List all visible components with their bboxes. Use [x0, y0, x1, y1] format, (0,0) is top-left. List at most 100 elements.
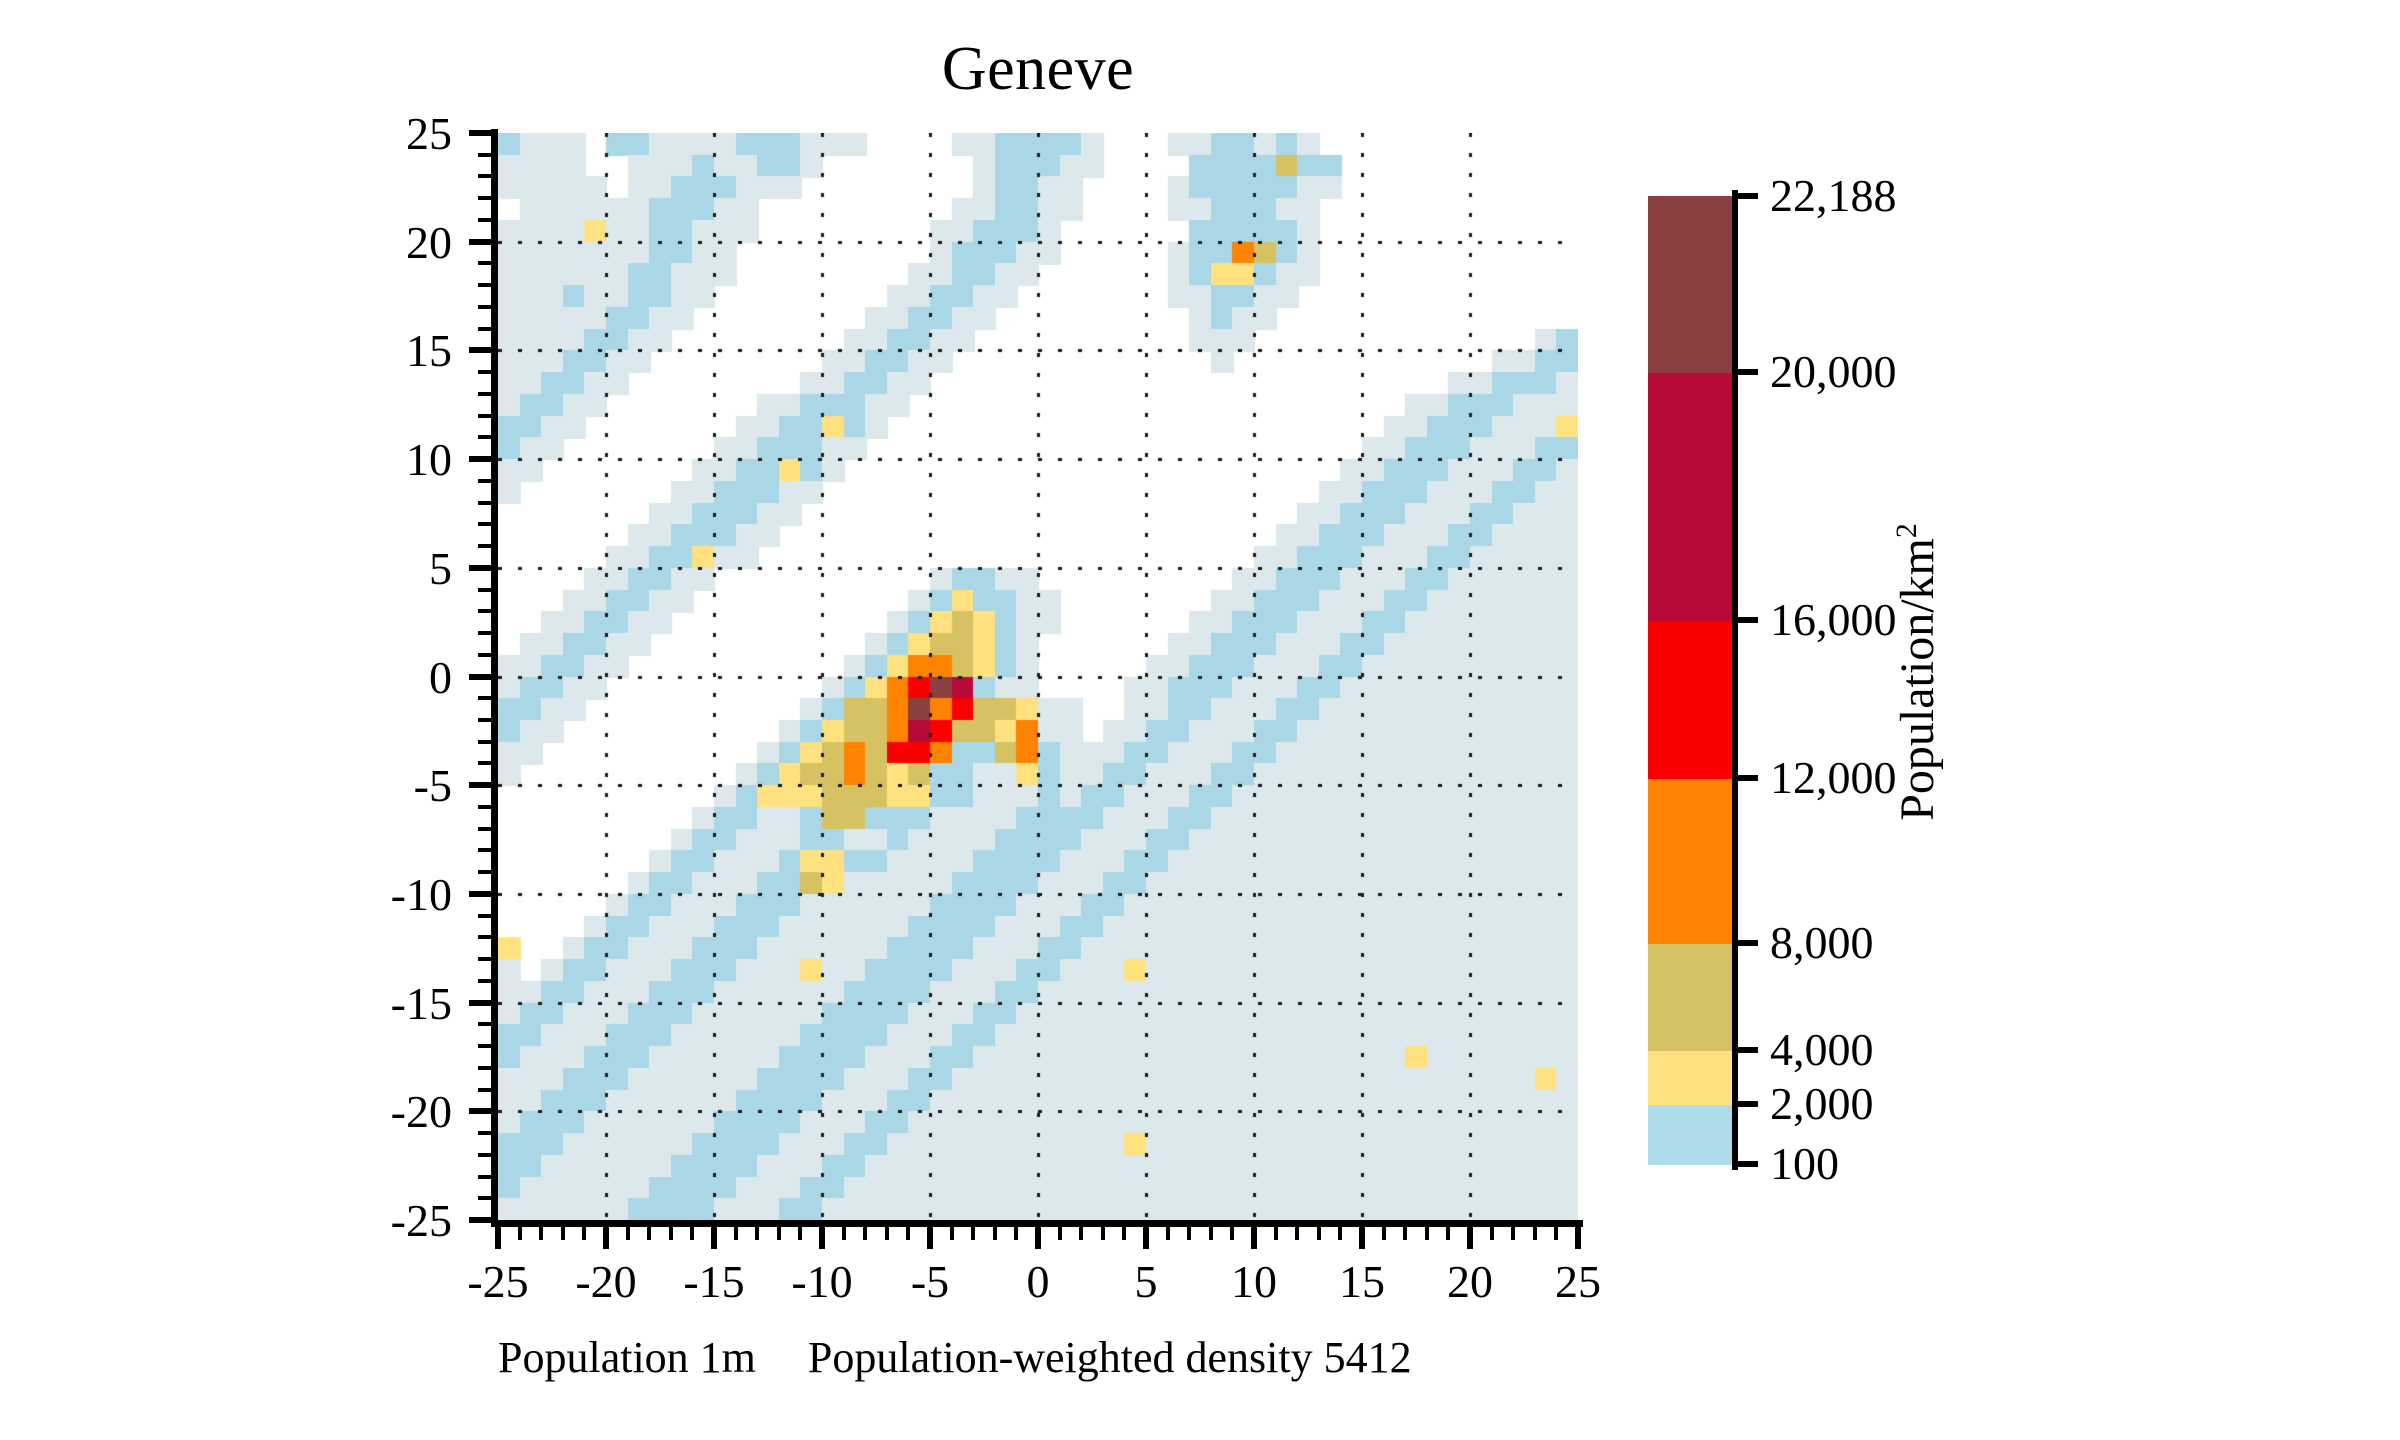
x-tick-minor	[884, 1227, 889, 1240]
colorbar-tick-label: 100	[1770, 1138, 1839, 1189]
colorbar-title: Population/km2	[1890, 523, 1945, 821]
y-tick-minor	[478, 413, 491, 418]
x-tick-minor	[1230, 1227, 1235, 1240]
x-tick-minor	[1079, 1227, 1084, 1240]
y-tick-minor	[478, 326, 491, 331]
y-tick-minor	[478, 652, 491, 657]
x-tick-minor	[582, 1227, 587, 1240]
y-tick-label: 0	[429, 651, 452, 703]
x-tick-label: 10	[1231, 1256, 1277, 1307]
y-tick-minor	[478, 804, 491, 809]
x-tick-minor	[1273, 1227, 1278, 1240]
y-tick-minor	[478, 913, 491, 918]
x-tick-minor	[690, 1227, 695, 1240]
colorbar-tick	[1732, 1046, 1758, 1053]
y-tick-minor	[478, 1196, 491, 1201]
y-tick-minor	[478, 217, 491, 222]
x-tick-minor	[1057, 1227, 1062, 1240]
x-tick-minor	[863, 1227, 868, 1240]
x-tick-minor	[1381, 1227, 1386, 1240]
x-tick-minor	[539, 1227, 544, 1240]
y-tick-minor	[478, 1022, 491, 1027]
colorbar-title-text: Population/km	[1891, 538, 1944, 821]
y-tick-minor	[478, 609, 491, 614]
x-tick-label: -15	[683, 1256, 745, 1307]
y-tick-major	[469, 130, 491, 136]
x-axis-spine	[491, 1220, 1583, 1227]
x-tick-label: 15	[1339, 1256, 1385, 1307]
y-tick-major	[469, 564, 491, 571]
colorbar-band	[1648, 1049, 1732, 1105]
y-tick-label: 20	[406, 216, 452, 268]
x-tick-major	[711, 1227, 717, 1249]
y-tick-minor	[478, 152, 491, 157]
y-tick-label: 5	[429, 542, 452, 594]
colorbar-tick-label: 16,000	[1770, 593, 1897, 645]
x-tick-minor	[971, 1227, 976, 1240]
y-tick-label: -10	[390, 868, 452, 920]
x-tick-minor	[1295, 1227, 1300, 1240]
y-tick-minor	[478, 587, 491, 592]
y-tick-minor	[478, 696, 491, 701]
x-tick-label: -25	[467, 1256, 529, 1307]
colorbar-band	[1648, 619, 1732, 779]
footer-caption: Population 1m Population-weighted density…	[498, 1332, 1578, 1383]
y-tick-minor	[478, 1044, 491, 1049]
x-tick-major	[927, 1227, 933, 1249]
x-tick-label: 25	[1555, 1256, 1601, 1307]
y-tick-minor	[478, 631, 491, 636]
x-tick-minor	[625, 1227, 630, 1240]
x-tick-minor	[841, 1227, 846, 1240]
x-tick-minor	[1532, 1227, 1537, 1240]
y-tick-minor	[478, 848, 491, 853]
x-tick-minor	[1338, 1227, 1343, 1240]
colorbar-tick-label: 22,188	[1770, 170, 1897, 221]
colorbar: 22,188 20,000 16,000 12,000 8,000 4,000 2,000 1…	[1648, 173, 1897, 1187]
colorbar-title-exponent: 2	[1890, 523, 1923, 539]
y-tick-minor	[478, 717, 491, 722]
y-tick-minor	[478, 826, 491, 831]
x-tick-major	[1251, 1227, 1257, 1249]
y-tick-minor	[478, 261, 491, 266]
colorbar-tick	[1732, 1161, 1758, 1167]
x-tick-minor	[647, 1227, 652, 1240]
footer-population: Population 1m	[498, 1333, 756, 1382]
colorbar-tick-label: 20,000	[1770, 346, 1897, 398]
y-tick-major	[469, 347, 491, 354]
y-tick-label: -5	[413, 760, 452, 812]
y-axis-spine	[491, 129, 498, 1224]
y-tick-minor	[478, 739, 491, 744]
y-tick-minor	[478, 304, 491, 309]
x-tick-label: 20	[1447, 1256, 1493, 1307]
y-tick-minor	[478, 870, 491, 875]
x-tick-minor	[1316, 1227, 1321, 1240]
y-tick-minor	[478, 478, 491, 483]
colorbar-tick-label: 12,000	[1770, 751, 1897, 803]
y-tick-minor	[478, 1174, 491, 1179]
y-tick-minor	[478, 1131, 491, 1136]
colorbar-tick	[1732, 369, 1758, 376]
y-tick-minor	[478, 1087, 491, 1092]
chart-title: Geneve	[941, 35, 1135, 103]
footer-density: Population-weighted density 5412	[807, 1333, 1412, 1382]
x-tick-minor	[1489, 1227, 1494, 1240]
x-tick-minor	[668, 1227, 673, 1240]
x-tick-label: 0	[1026, 1256, 1050, 1307]
y-tick-label: 25	[406, 108, 452, 159]
y-tick-minor	[478, 522, 491, 527]
x-tick-label: 5	[1134, 1256, 1158, 1307]
x-tick-major	[1035, 1227, 1041, 1249]
x-tick-major	[1143, 1227, 1149, 1249]
y-tick-minor	[478, 544, 491, 549]
heatmap-plot-area[interactable]: -25 -20 -15 -10 -5 0 5 10 15 20 25 -25 -20 -15 -10 -5 0…	[391, 108, 1601, 1307]
y-tick-major	[469, 1217, 491, 1223]
colorbar-tick-label: 2,000	[1770, 1077, 1874, 1129]
colorbar-band	[1648, 196, 1732, 374]
x-tick-major	[1359, 1227, 1365, 1249]
x-tick-minor	[1424, 1227, 1429, 1240]
x-tick-major	[603, 1227, 609, 1249]
x-tick-label: -5	[910, 1256, 950, 1307]
colorbar-tick-label: 4,000	[1770, 1023, 1874, 1075]
x-tick-minor	[776, 1227, 781, 1240]
x-tick-minor	[906, 1227, 911, 1240]
